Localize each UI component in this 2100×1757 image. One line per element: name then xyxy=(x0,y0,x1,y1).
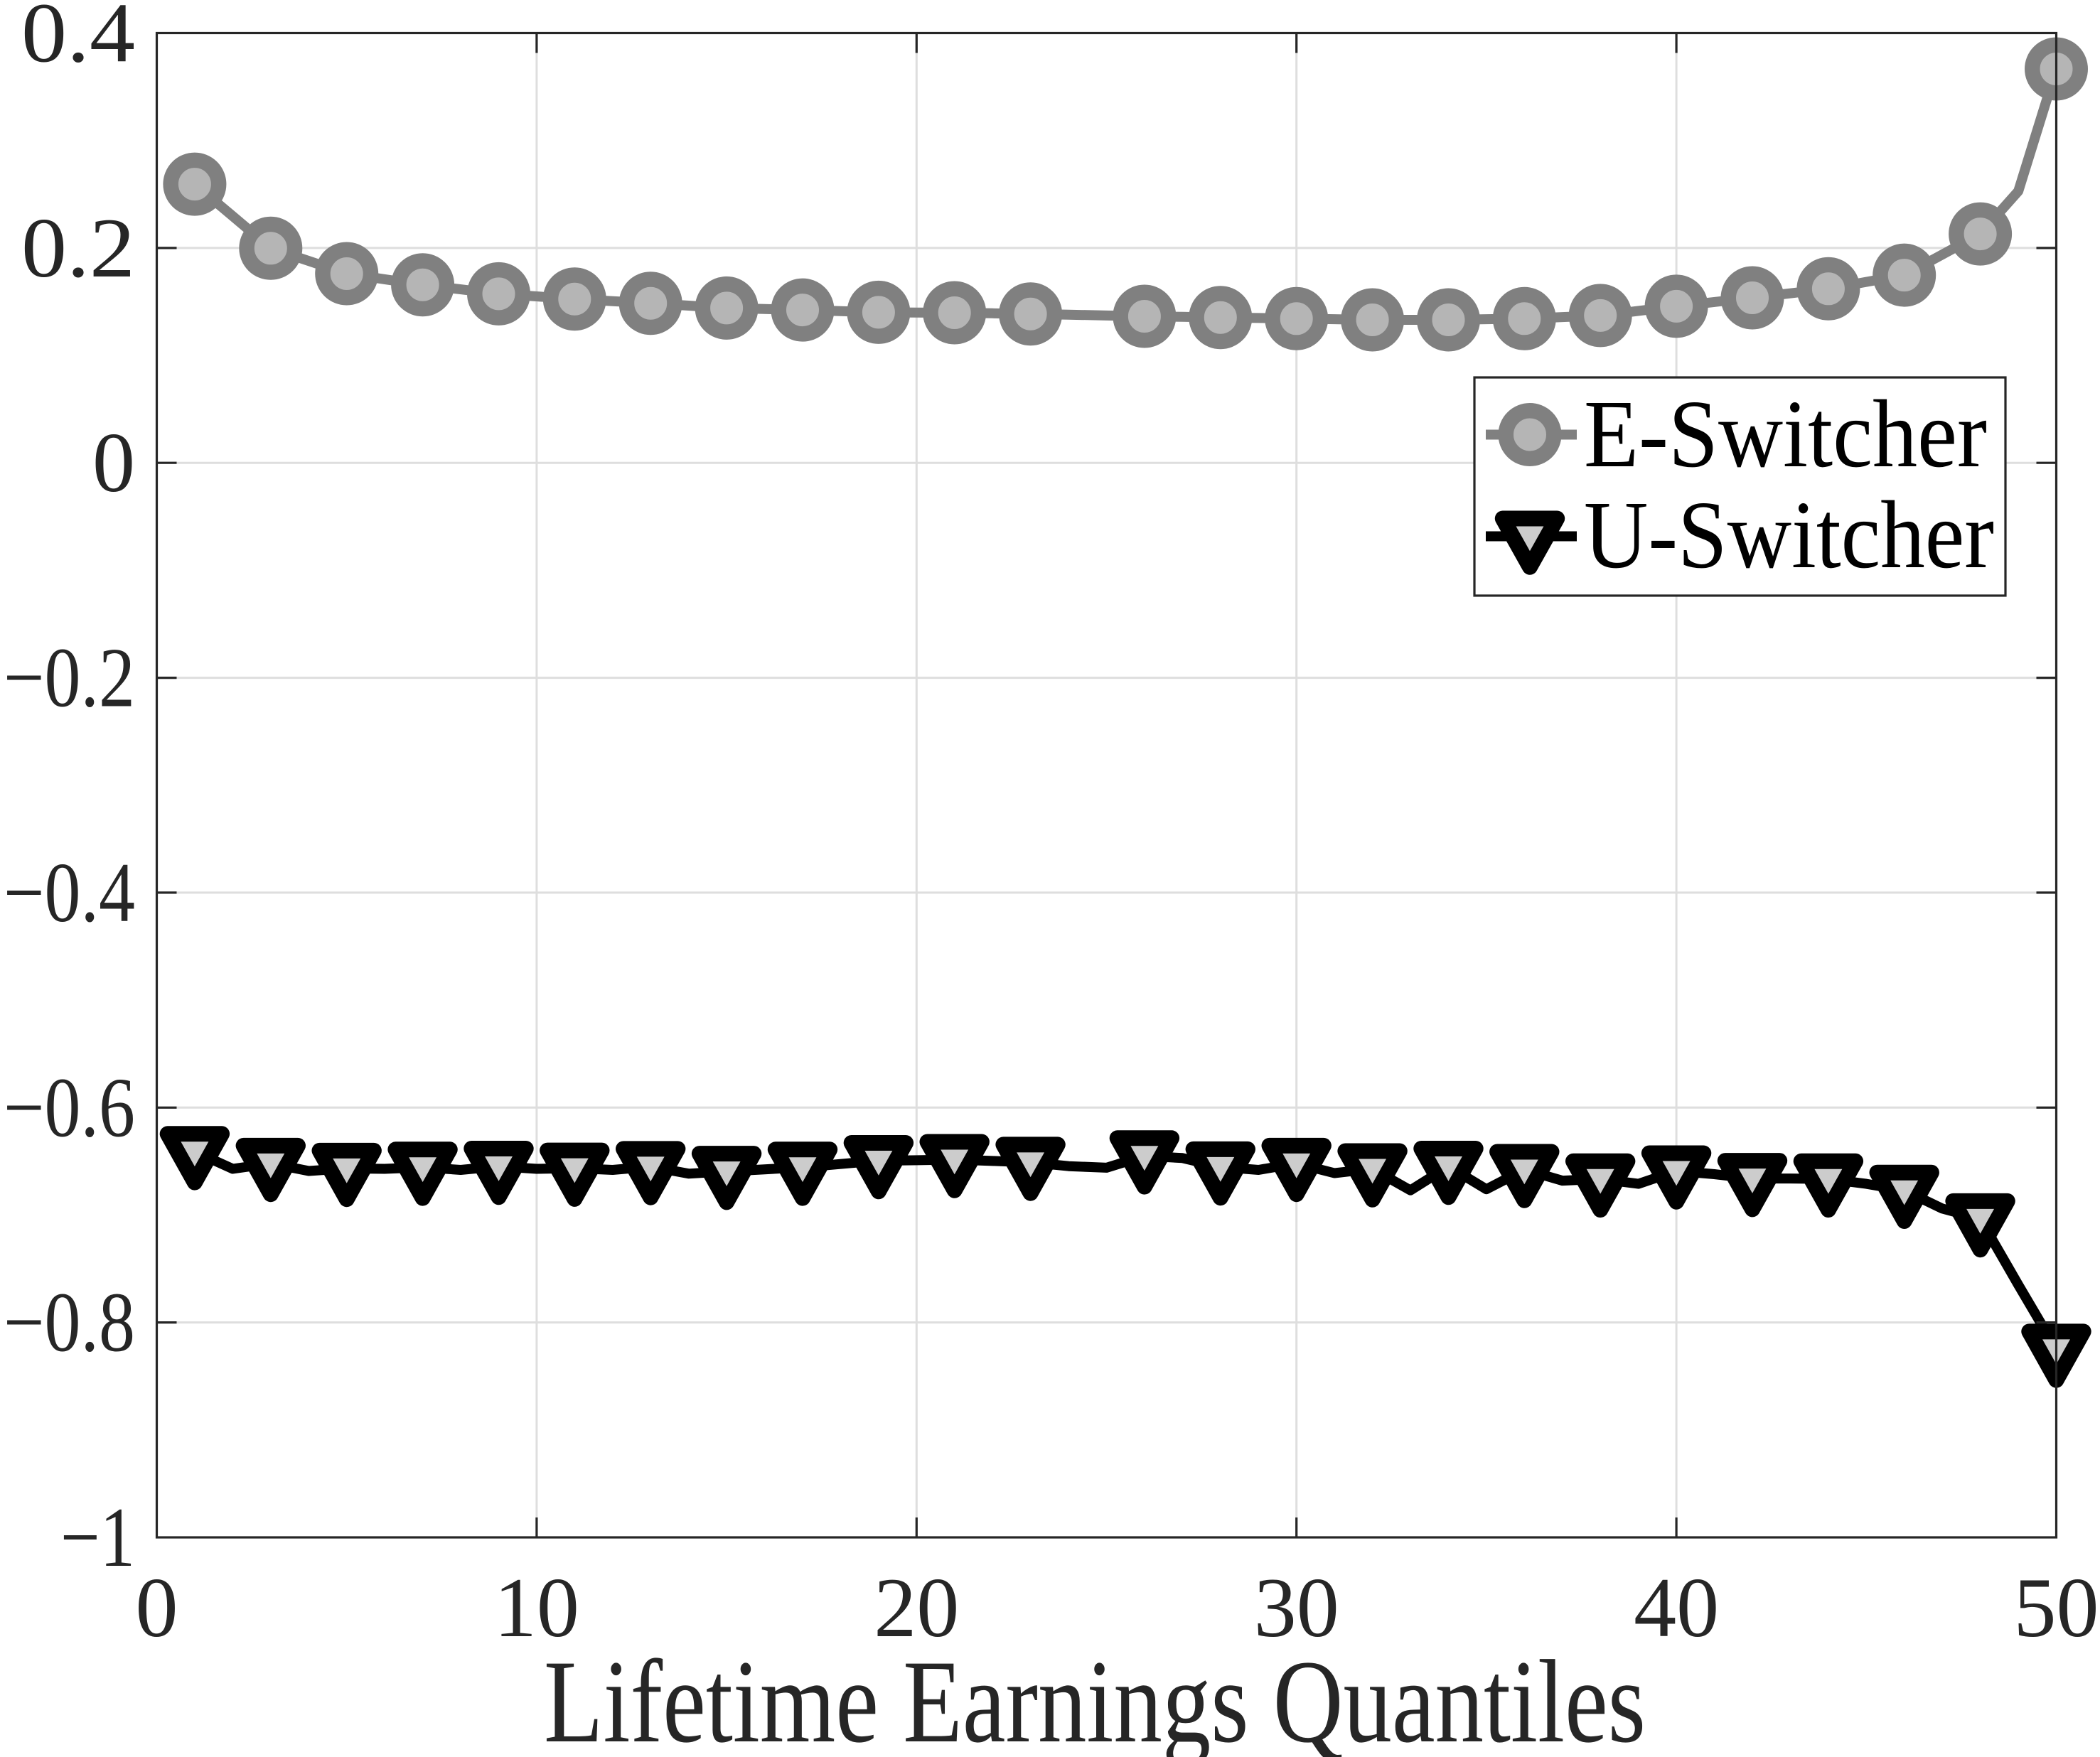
svg-text:−0.6: −0.6 xyxy=(4,1060,135,1154)
svg-text:0.4: 0.4 xyxy=(21,0,135,80)
svg-text:0: 0 xyxy=(136,1560,178,1655)
svg-text:E-Switcher: E-Switcher xyxy=(1584,381,1987,488)
svg-text:30: 30 xyxy=(1254,1560,1339,1655)
svg-text:50: 50 xyxy=(2014,1560,2099,1655)
svg-text:0.2: 0.2 xyxy=(21,200,135,295)
svg-text:−0.4: −0.4 xyxy=(4,845,135,940)
svg-text:−1: −1 xyxy=(60,1490,135,1584)
svg-text:40: 40 xyxy=(1634,1560,1719,1655)
svg-text:U-Switcher: U-Switcher xyxy=(1584,482,1994,589)
svg-text:−0.8: −0.8 xyxy=(4,1275,135,1370)
svg-text:10: 10 xyxy=(494,1560,579,1655)
svg-text:Lifetime Earnings Quantiles: Lifetime Earnings Quantiles xyxy=(544,1636,1646,1757)
svg-text:0: 0 xyxy=(92,415,135,510)
svg-text:20: 20 xyxy=(874,1560,959,1655)
svg-text:−0.2: −0.2 xyxy=(4,630,135,725)
